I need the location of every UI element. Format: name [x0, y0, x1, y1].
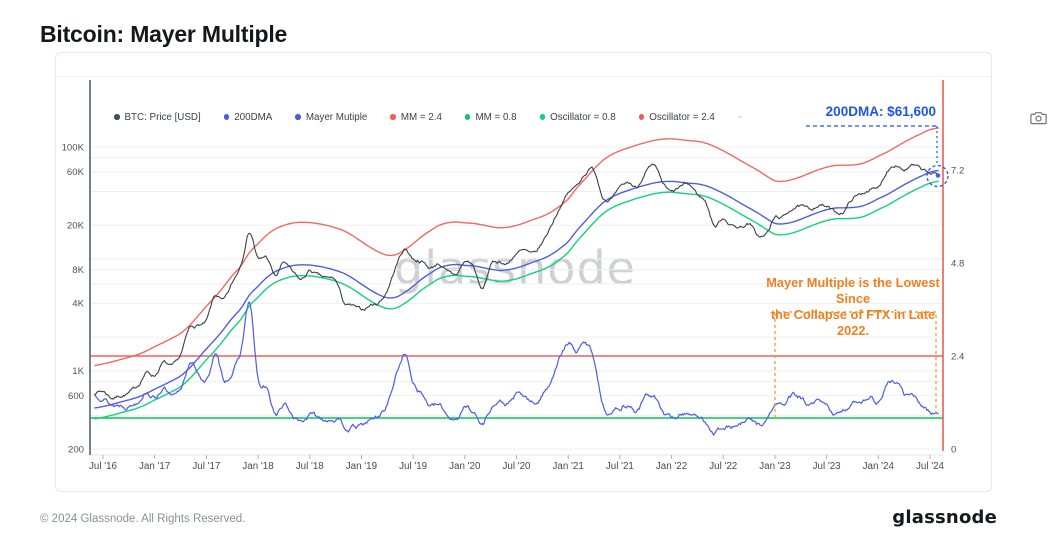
x-axis-label: Jul '18: [296, 461, 325, 472]
x-axis-label: Jan '18: [242, 461, 274, 472]
legend-item-label: BTC: Price [USD]: [125, 112, 201, 123]
x-axis-label: Jul '22: [709, 461, 737, 472]
dma-annotation: 200DMA: $61,600: [776, 104, 936, 119]
x-axis-label: Jan '19: [346, 461, 377, 472]
series-200dma: [94, 169, 939, 409]
legend-item-label: Oscillator = 2.4: [649, 112, 715, 123]
ftx-annotation-line1: Mayer Multiple is the Lowest Since: [766, 275, 940, 306]
legend-item-label: 200DMA: [234, 112, 272, 123]
glassnode-logo: glassnode: [892, 507, 997, 528]
y-axis-right-label: 4.8: [951, 258, 964, 269]
chart-legend: BTC: Price [USD] 200DMA Mayer Mutiple MM = …: [114, 108, 741, 126]
ftx-annotation: Mayer Multiple is the Lowest Since the C…: [757, 275, 949, 339]
legend-dot-icon: [295, 114, 301, 120]
legend-dot-icon: [114, 114, 120, 120]
x-axis-label: Jul '21: [606, 461, 634, 472]
x-axis-label: Jul '20: [502, 461, 531, 472]
y-axis-left-label: 8K: [72, 265, 84, 276]
legend-item-btc-price-usd[interactable]: BTC: Price [USD]: [114, 112, 201, 123]
x-axis-label: Jul '16: [89, 461, 118, 472]
legend-dot-icon: [390, 114, 396, 120]
legend-dot-icon: [539, 114, 546, 120]
y-axis-right-label: 0: [951, 444, 956, 455]
legend-item-label: MM = 2.4: [401, 112, 442, 123]
legend-dot-icon: [638, 114, 645, 120]
x-axis-label: Jul '23: [813, 461, 842, 472]
legend-dot-icon: [464, 114, 471, 120]
y-axis-left-label: 20K: [67, 221, 85, 232]
series-mm-lower: [94, 180, 939, 420]
series-mm-upper: [94, 127, 939, 367]
chart-title: Bitcoin: Mayer Multiple: [40, 21, 288, 48]
dma-endpoint-highlight: [926, 164, 949, 188]
y-axis-left-label: 600: [68, 391, 84, 402]
x-axis-label: Jan '22: [656, 461, 687, 472]
legend-item-mm-2-4[interactable]: MM = 2.4: [390, 112, 442, 123]
x-axis-label: Jan '20: [449, 461, 481, 472]
y-axis-left-label: 200: [68, 444, 84, 455]
series-mayer-multiple: [94, 301, 939, 436]
ftx-annotation-box: [774, 311, 937, 418]
x-axis-label: Jul '24: [916, 461, 945, 472]
y-axis-left-label: 4K: [72, 299, 84, 310]
y-axis-left-label: 60K: [67, 167, 85, 178]
legend-item-200dma[interactable]: 200DMA: [223, 112, 272, 123]
legend-dot-icon: [223, 114, 230, 120]
legend-item-mm-0-8[interactable]: MM = 0.8: [464, 112, 517, 123]
screenshot-button[interactable]: [1027, 109, 1049, 127]
x-axis-label: Jan '23: [759, 461, 791, 472]
plot-area[interactable]: [90, 78, 943, 455]
x-axis-label: Jan '17: [139, 461, 170, 472]
y-axis-right-label: 2.4: [951, 351, 965, 362]
x-axis-label: Jan '21: [553, 461, 584, 472]
dma-annotation-text: 200DMA: $61,600: [825, 104, 936, 119]
x-axis-label: Jul '17: [192, 461, 220, 472]
legend-item-oscillator-0-8[interactable]: Oscillator = 0.8: [539, 112, 616, 123]
legend-item-oscillator-2-4[interactable]: Oscillator = 2.4: [638, 112, 715, 123]
dma-endpoint-dot: [935, 173, 941, 178]
legend-item-label: MM = 0.8: [475, 112, 516, 123]
x-axis-label: Jul '19: [399, 461, 427, 472]
y-axis-left-label: 1K: [72, 366, 84, 377]
legend-overflow[interactable]: -: [738, 112, 741, 123]
legend-item-label: Oscillator = 0.8: [550, 112, 616, 123]
ftx-annotation-line2: the Collapse of FTX in Late 2022.: [770, 307, 936, 338]
legend-item-label: Mayer Mutiple: [306, 112, 368, 123]
y-axis-left-label: 100K: [62, 142, 85, 153]
series-btc-price: [94, 163, 940, 400]
legend-item-mayer-mutiple[interactable]: Mayer Mutiple: [295, 112, 367, 123]
camera-icon: [1029, 112, 1047, 125]
x-axis-label: Jan '24: [863, 461, 895, 472]
y-axis-right-label: 7.2: [951, 165, 964, 176]
copyright-text: © 2024 Glassnode. All Rights Reserved.: [40, 513, 246, 525]
